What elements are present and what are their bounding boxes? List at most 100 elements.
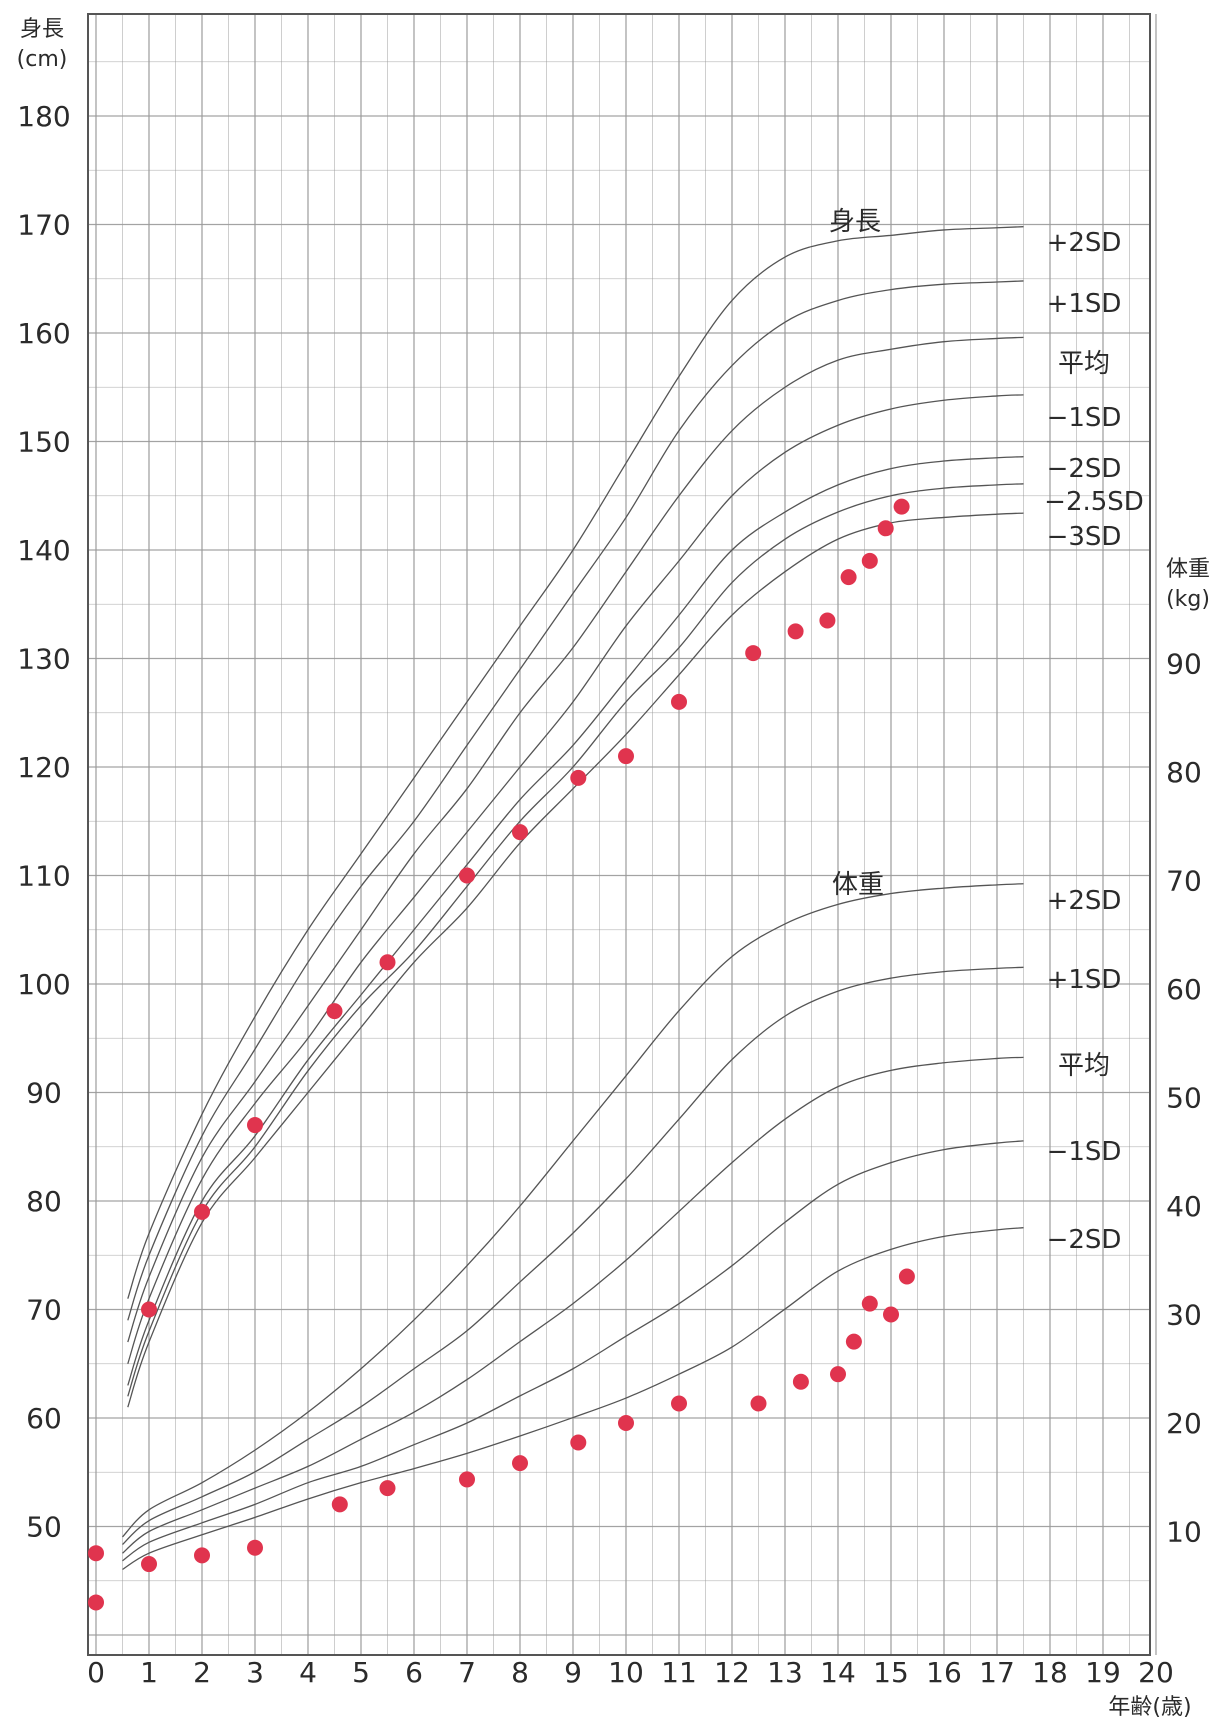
- right-tick-label: 40: [1166, 1190, 1202, 1223]
- right-tick-label: 90: [1166, 648, 1202, 681]
- height-point: [327, 1003, 343, 1019]
- height-curve-label: −2SD: [1047, 454, 1122, 484]
- x-tick-label: 4: [299, 1656, 317, 1689]
- left-tick-label: 100: [17, 968, 70, 1001]
- height-point: [878, 520, 894, 536]
- right-tick-label: 80: [1166, 756, 1202, 789]
- left-tick-label: 150: [17, 426, 70, 459]
- height-point: [894, 499, 910, 515]
- data-points: [88, 499, 915, 1611]
- weight-point: [88, 1545, 104, 1561]
- right-tick-label: 20: [1166, 1407, 1202, 1440]
- right-axis-title-line2: (kg): [1166, 587, 1210, 612]
- weight-curve-label: 平均: [1058, 1051, 1110, 1081]
- weight-point: [332, 1496, 348, 1512]
- right-tick-label: 30: [1166, 1299, 1202, 1332]
- x-tick-label: 11: [661, 1656, 697, 1689]
- height-curve-label: −2.5SD: [1044, 487, 1144, 517]
- left-tick-label: 160: [17, 317, 70, 350]
- height-point: [570, 770, 586, 786]
- x-tick-label: 15: [873, 1656, 909, 1689]
- height-curve: [128, 337, 1024, 1342]
- right-axis-title-line1: 体重: [1166, 557, 1210, 582]
- right-tick-label: 60: [1166, 973, 1202, 1006]
- height-point: [459, 868, 475, 884]
- x-tick-label: 12: [714, 1656, 750, 1689]
- weight-point: [618, 1415, 634, 1431]
- height-curve-label: +2SD: [1047, 228, 1122, 258]
- weight-point: [671, 1395, 687, 1411]
- height-curve-label: −3SD: [1047, 522, 1122, 552]
- height-curve-label: 平均: [1058, 349, 1110, 379]
- x-tick-label: 3: [246, 1656, 264, 1689]
- x-tick-label: 16: [926, 1656, 962, 1689]
- weight-point: [899, 1269, 915, 1285]
- x-tick-label: 9: [564, 1656, 582, 1689]
- weight-point: [883, 1307, 899, 1323]
- weight-point: [141, 1556, 157, 1572]
- x-tick-label: 17: [979, 1656, 1015, 1689]
- height-point: [88, 1594, 104, 1610]
- height-point: [194, 1204, 210, 1220]
- height-point: [671, 694, 687, 710]
- left-axis-title-line2: (cm): [17, 47, 68, 72]
- weight-point: [830, 1366, 846, 1382]
- left-tick-label: 120: [17, 751, 70, 784]
- weight-point: [570, 1435, 586, 1451]
- height-point: [862, 553, 878, 569]
- weight-curve-label: −1SD: [1047, 1137, 1122, 1167]
- height-point: [512, 824, 528, 840]
- height-curve: [128, 281, 1024, 1320]
- left-tick-label: 90: [26, 1077, 62, 1110]
- right-tick-label: 50: [1166, 1082, 1202, 1115]
- right-tick-label: 10: [1166, 1516, 1202, 1549]
- weight-curve-label: −2SD: [1047, 1225, 1122, 1255]
- height-point: [819, 613, 835, 629]
- weight-curve-label: +1SD: [1047, 965, 1122, 995]
- height-curve-label: −1SD: [1047, 403, 1122, 433]
- height-point: [380, 954, 396, 970]
- chart-grid: [88, 14, 1156, 1655]
- left-tick-label: 70: [26, 1294, 62, 1327]
- height-point: [745, 645, 761, 661]
- x-tick-label: 18: [1032, 1656, 1068, 1689]
- x-tick-label: 6: [405, 1656, 423, 1689]
- x-tick-label: 2: [193, 1656, 211, 1689]
- left-tick-label: 180: [17, 100, 70, 133]
- left-tick-label: 170: [17, 209, 70, 242]
- height-point: [788, 623, 804, 639]
- weight-point: [512, 1455, 528, 1471]
- weight-point: [247, 1540, 263, 1556]
- height-curve: [128, 484, 1024, 1396]
- height-curve: [128, 457, 1024, 1386]
- weight-curve-label: +2SD: [1047, 886, 1122, 916]
- weight-point: [459, 1471, 475, 1487]
- weight-point: [793, 1374, 809, 1390]
- plot-frame: [88, 14, 1150, 1655]
- x-tick-label: 5: [352, 1656, 370, 1689]
- x-tick-label: 10: [608, 1656, 644, 1689]
- x-tick-label: 7: [458, 1656, 476, 1689]
- x-tick-label: 19: [1085, 1656, 1121, 1689]
- left-tick-label: 50: [26, 1511, 62, 1544]
- weight-point: [380, 1480, 396, 1496]
- left-tick-label: 130: [17, 643, 70, 676]
- tick-labels: 50 60 70 80 90 100 110 120 130 140 150 160 170 180 10 2…: [17, 100, 1202, 1689]
- x-tick-label: 8: [511, 1656, 529, 1689]
- left-tick-label: 80: [26, 1185, 62, 1218]
- weight-point: [846, 1334, 862, 1350]
- x-tick-label: 20: [1138, 1656, 1174, 1689]
- weight-point: [751, 1395, 767, 1411]
- height-curve-label: +1SD: [1047, 289, 1122, 319]
- left-tick-label: 110: [17, 860, 70, 893]
- height-curve: [128, 395, 1024, 1364]
- left-tick-label: 60: [26, 1402, 62, 1435]
- height-point: [841, 569, 857, 585]
- left-tick-label: 140: [17, 534, 70, 567]
- x-tick-label: 13: [767, 1656, 803, 1689]
- height-point: [247, 1117, 263, 1133]
- weight-point: [862, 1296, 878, 1312]
- weight-group-label: 体重: [832, 870, 884, 900]
- height-group-label: 身長: [829, 207, 881, 237]
